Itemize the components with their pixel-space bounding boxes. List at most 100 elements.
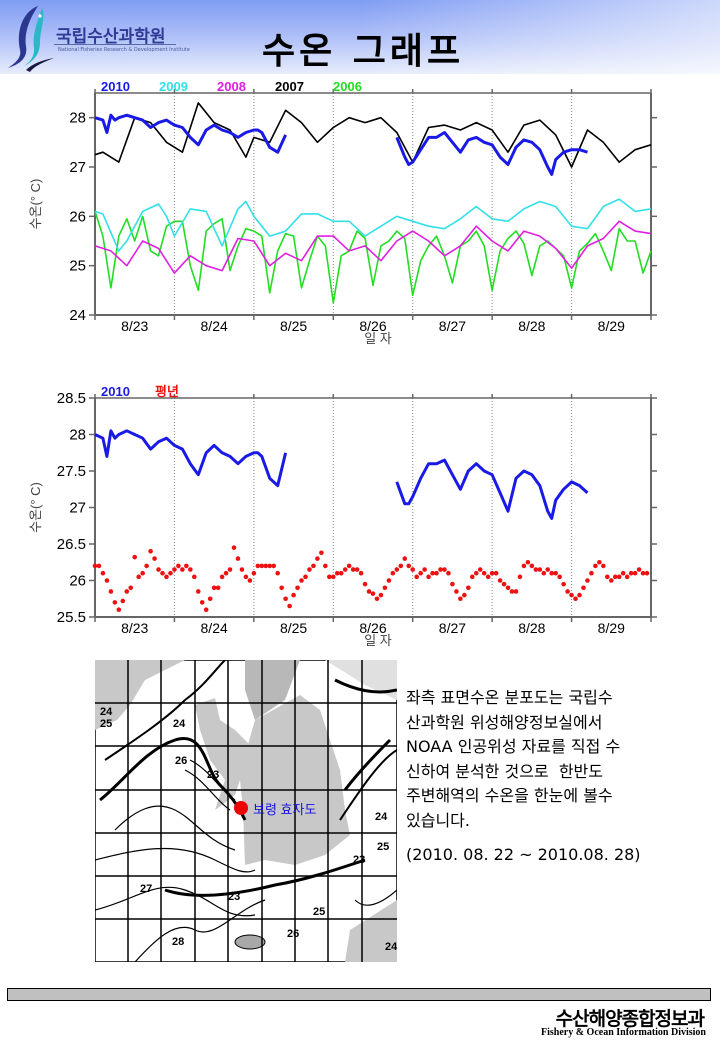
- map-contour-label: 26: [287, 928, 299, 940]
- data-point-평년: [223, 570, 229, 576]
- data-point-평년: [263, 563, 269, 569]
- data-point-평년: [517, 574, 523, 580]
- data-point-평년: [601, 563, 606, 569]
- data-point-평년: [366, 589, 372, 594]
- chart-yearly-comparison: 8/23 8/24 8/25 8/26 8/27 8/28 8/29 24 25 26 27 28 일 …: [28, 80, 657, 346]
- data-point-평년: [505, 585, 511, 591]
- header-gradient: [0, 0, 720, 74]
- data-point-평년: [124, 589, 130, 594]
- series-line-2009: [94, 198, 652, 252]
- data-point-평년: [319, 550, 324, 556]
- data-point-평년: [362, 581, 368, 587]
- data-point-평년: [561, 581, 566, 587]
- data-point-평년: [116, 607, 122, 612]
- data-point-평년: [446, 570, 451, 576]
- legend-entry-2010: 2010: [101, 80, 130, 94]
- data-point-평년: [593, 563, 598, 569]
- sst-distribution-map: 24 25 24 26 23 24 25 27 28 26 25 23 23 2…: [95, 660, 397, 962]
- data-point-평년: [211, 585, 217, 591]
- description-line: 신하여 분석한 것으로 한반도: [406, 761, 603, 781]
- map-contour-label: 28: [172, 936, 184, 948]
- location-label: 보령 효자도: [253, 802, 316, 817]
- map-sea-east: [325, 660, 397, 700]
- description-line: 산과학원 위성해양정보실에서: [406, 712, 603, 732]
- legend-entry-2006: 2006: [333, 80, 362, 94]
- data-point-평년: [275, 570, 280, 576]
- description-line: 좌측 표면수온 분포도는 국립수: [406, 688, 613, 707]
- data-point-평년: [414, 574, 419, 580]
- data-point-평년: [541, 570, 547, 576]
- y-axis-title: 수온(° C): [28, 482, 43, 533]
- data-point-평년: [350, 567, 356, 572]
- data-point-평년: [227, 567, 233, 572]
- data-point-평년: [624, 574, 630, 580]
- data-point-평년: [458, 596, 463, 602]
- data-point-평년: [323, 563, 328, 569]
- map-grid: [95, 660, 397, 962]
- data-point-평년: [525, 559, 531, 565]
- x-tick-label: 8/27: [439, 318, 466, 334]
- data-point-평년: [100, 570, 106, 576]
- data-point-평년: [287, 603, 292, 609]
- data-point-평년: [199, 600, 205, 605]
- location-marker: [234, 801, 248, 815]
- data-point-평년: [430, 570, 435, 576]
- map-contour-label: 26: [175, 755, 187, 767]
- header-banner: 국립수산과학원 National Fisheries Research & De…: [0, 0, 720, 74]
- data-point-평년: [358, 570, 364, 576]
- data-point-평년: [497, 578, 503, 583]
- data-point-평년: [160, 570, 165, 576]
- description-text: 좌측 표면수온 분포도는 국립수 산과학원 위성해양정보실에서 NOAA 인공위…: [406, 686, 706, 868]
- data-point-평년: [180, 567, 185, 572]
- data-point-평년: [112, 600, 118, 605]
- data-point-평년: [628, 570, 634, 576]
- data-point-평년: [569, 592, 574, 598]
- map-contour-label: 25: [100, 718, 112, 730]
- data-point-평년: [581, 585, 586, 591]
- data-point-평년: [454, 589, 459, 594]
- data-point-평년: [247, 578, 253, 583]
- x-tick-label: 8/28: [518, 620, 545, 636]
- data-point-평년: [605, 574, 610, 580]
- data-point-평년: [251, 570, 257, 576]
- data-point-평년: [203, 607, 209, 612]
- data-point-평년: [608, 578, 614, 583]
- data-point-평년: [513, 589, 519, 594]
- data-point-평년: [120, 598, 126, 604]
- y-tick-label: 27: [69, 159, 86, 176]
- data-point-평년: [577, 592, 582, 598]
- x-tick-label: 8/26: [359, 620, 386, 636]
- fish-logo-icon: [8, 6, 54, 72]
- division-name-english: Fishery & Ocean Information Division: [541, 1027, 706, 1038]
- x-tick-label: 8/28: [518, 318, 545, 334]
- series-line-2007: [94, 102, 652, 168]
- data-point-평년: [330, 574, 336, 580]
- data-point-평년: [96, 563, 102, 569]
- data-point-평년: [620, 570, 626, 576]
- data-point-평년: [438, 567, 443, 572]
- data-point-평년: [191, 574, 197, 580]
- data-point-평년: [616, 574, 622, 580]
- y-tick-label: 27.5: [57, 463, 86, 480]
- data-point-평년: [334, 570, 340, 576]
- data-point-평년: [462, 592, 467, 598]
- data-point-평년: [219, 574, 225, 580]
- data-point-평년: [382, 585, 388, 591]
- data-point-평년: [481, 570, 487, 576]
- data-point-평년: [354, 567, 360, 572]
- data-point-평년: [573, 596, 578, 602]
- data-point-평년: [589, 570, 594, 576]
- data-point-평년: [342, 567, 348, 572]
- data-point-평년: [469, 574, 475, 580]
- map-contour-label: 23: [207, 769, 219, 781]
- data-point-평년: [315, 556, 320, 561]
- legend-entry-2007: 2007: [275, 80, 304, 94]
- data-point-평년: [235, 556, 241, 561]
- logo-divider: [54, 44, 176, 45]
- x-axis-title: 일 자: [364, 633, 392, 648]
- data-point-평년: [394, 567, 400, 572]
- x-tick-label: 8/29: [598, 620, 625, 636]
- data-point-평년: [493, 570, 499, 576]
- data-point-평년: [632, 570, 638, 576]
- map-contour-labels: 24 25 24 26 23 24 25 27 28 26 25 23 23 2…: [100, 706, 397, 953]
